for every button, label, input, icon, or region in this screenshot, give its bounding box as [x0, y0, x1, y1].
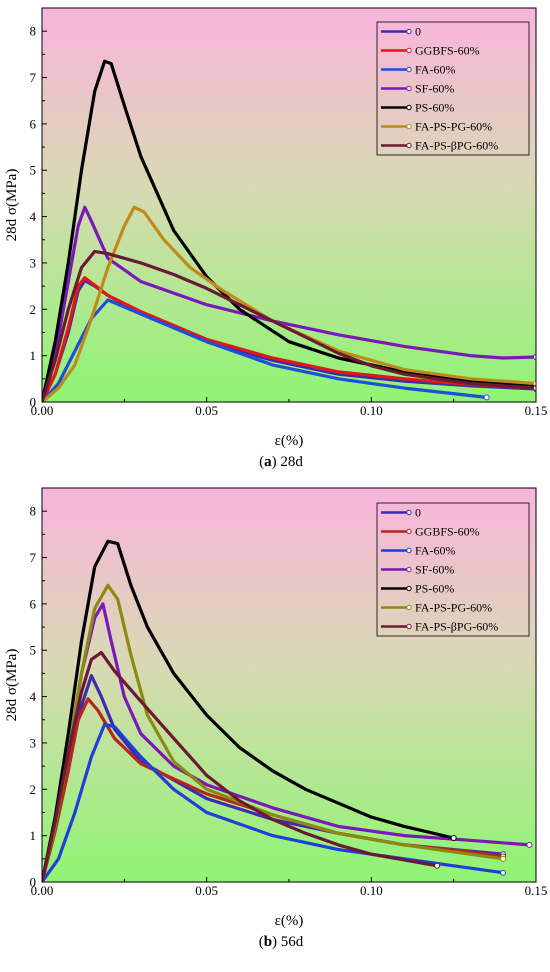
series-line-5: [42, 205, 536, 402]
y-tick-label: 7: [30, 550, 37, 565]
legend: 0 GGBFS-60% FA-60% SF-60% PS-60% FA-PS-PG-60%…: [376, 502, 530, 637]
x-tick-label: 0.15: [525, 403, 548, 418]
series-line-3: [42, 205, 536, 402]
legend-swatch-marker: [406, 104, 412, 111]
y-tick-label: 6: [30, 116, 37, 131]
legend-label: FA-60%: [415, 63, 455, 77]
legend-swatch-marker: [406, 85, 412, 92]
x-tick-label: 0.10: [360, 403, 383, 418]
panel-caption: (a) 28d: [259, 454, 303, 470]
y-tick-label: 3: [30, 255, 37, 270]
legend-swatch-marker: [406, 142, 412, 149]
legend-label: 0: [415, 25, 421, 39]
legend-swatch-marker: [406, 528, 412, 535]
x-tick-label: 0.05: [195, 883, 218, 898]
y-tick-label: 1: [30, 828, 37, 843]
y-tick-label: 8: [30, 24, 37, 39]
chart-1: 0 1 2 3 4 5 6 7 8 0.00 0.05 0.10 0.15 ε(%) 28d σ(MPa) 0…: [4, 487, 548, 950]
legend-swatch-marker: [406, 28, 412, 35]
series-end-marker-5: [533, 380, 536, 387]
chart-0: 0 1 2 3 4 5 6 7 8 0.00 0.05 0.10 0.15 ε(%) 28d σ(MPa) 0…: [4, 7, 548, 470]
x-tick-label: 0.15: [525, 883, 548, 898]
series-line-1: [42, 276, 536, 402]
series-end-marker-3: [533, 354, 536, 361]
x-axis-title: ε(%): [275, 433, 304, 449]
legend-swatch-marker: [406, 66, 412, 73]
y-tick-label: 8: [30, 504, 37, 519]
series-end-marker-3: [526, 841, 533, 848]
legend-swatch-marker: [406, 509, 412, 516]
panel-caption: (b) 56d: [259, 934, 304, 950]
legend-label: 0: [415, 506, 421, 520]
series-line-4: [42, 539, 456, 882]
legend-label: GGBFS-60%: [415, 44, 480, 58]
legend-label: PS-60%: [415, 582, 454, 596]
legend-label: FA-PS-βPG-60%: [415, 620, 498, 634]
legend-label: GGBFS-60%: [415, 525, 480, 539]
series-end-marker-6: [434, 862, 441, 869]
series-end-marker-2: [500, 869, 507, 876]
legend-swatch-marker: [406, 566, 412, 573]
y-tick-label: 1: [30, 348, 37, 363]
legend-label: FA-60%: [415, 544, 455, 558]
legend-swatch-marker: [406, 623, 412, 630]
y-tick-label: 4: [30, 689, 37, 704]
plot-background: [42, 8, 536, 402]
y-axis-title: 28d σ(MPa): [4, 169, 20, 242]
legend-label: FA-PS-βPG-60%: [415, 139, 498, 153]
plot-background: [42, 488, 536, 882]
series-lines: [42, 539, 533, 882]
y-tick-label: 0: [30, 395, 37, 410]
legend-swatch-marker: [406, 123, 412, 130]
series-lines: [42, 59, 536, 402]
series-line-6: [42, 249, 536, 402]
series-line-5: [42, 583, 505, 882]
y-tick-label: 6: [30, 596, 37, 611]
legend-swatch-marker: [406, 547, 412, 554]
legend-box: [376, 502, 530, 637]
x-tick-label: 0.00: [31, 883, 54, 898]
y-tick-label: 2: [30, 302, 37, 317]
legend-label: FA-PS-PG-60%: [415, 120, 492, 134]
legend: 0 GGBFS-60% FA-60% SF-60% PS-60% FA-PS-PG-60%…: [376, 21, 530, 156]
y-tick-label: 2: [30, 782, 37, 797]
x-axis-title: ε(%): [275, 913, 304, 929]
legend-swatch-marker: [406, 585, 412, 592]
series-end-marker-4: [450, 834, 457, 841]
y-tick-label: 5: [30, 643, 37, 658]
legend-label: PS-60%: [415, 101, 454, 115]
series-end-marker-5: [500, 855, 507, 862]
legend-box: [376, 21, 530, 156]
x-tick-label: 0.00: [31, 403, 54, 418]
legend-label: SF-60%: [415, 82, 454, 96]
series-line-2: [42, 298, 489, 402]
series-end-marker-6: [533, 385, 536, 392]
legend-label: FA-PS-PG-60%: [415, 601, 492, 615]
legend-label: SF-60%: [415, 563, 454, 577]
x-tick-label: 0.10: [360, 883, 383, 898]
series-line-6: [42, 651, 439, 882]
y-axis-title: 28d σ(MPa): [4, 649, 20, 722]
legend-swatch-marker: [406, 604, 412, 611]
y-tick-label: 0: [30, 875, 37, 890]
series-end-marker-2: [483, 394, 490, 401]
y-tick-label: 5: [30, 163, 37, 178]
y-tick-label: 3: [30, 735, 37, 750]
legend-swatch-marker: [406, 47, 412, 54]
y-tick-label: 4: [30, 209, 37, 224]
y-tick-label: 7: [30, 70, 37, 85]
x-tick-label: 0.05: [195, 403, 218, 418]
